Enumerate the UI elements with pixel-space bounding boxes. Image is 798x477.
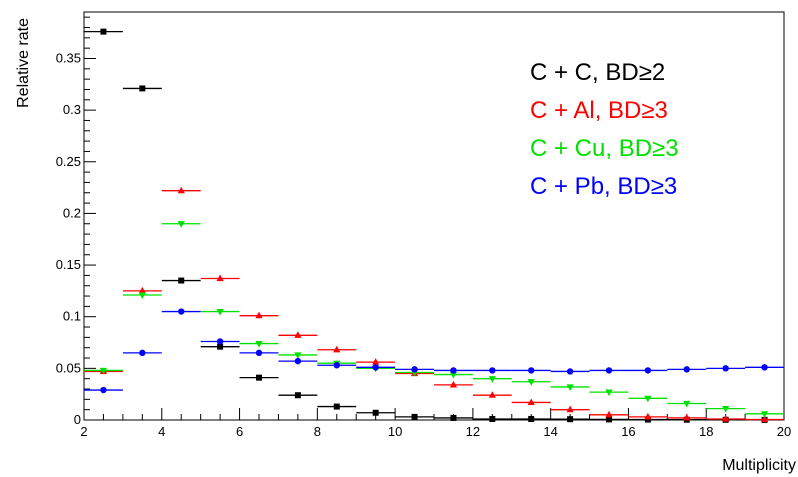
x-tick-label: 10 <box>388 424 402 439</box>
series-3 <box>84 308 784 394</box>
x-axis: 2 4 6 8 10 12 14 16 18 20 <box>80 408 791 439</box>
data-point <box>644 395 652 403</box>
series-2 <box>84 221 784 418</box>
data-point <box>255 349 263 357</box>
data-point <box>177 186 185 194</box>
data-point <box>100 386 107 394</box>
data-point <box>138 292 146 300</box>
legend: C + C, BD≥2 C + Al, BD≥3 C + Cu, BD≥3 C + P… <box>530 59 679 200</box>
series-layer <box>84 28 784 423</box>
x-tick-label: 16 <box>621 424 635 439</box>
data-point <box>527 398 535 406</box>
x-tick-label: 2 <box>80 424 87 439</box>
data-point <box>761 364 768 371</box>
data-point <box>256 374 262 381</box>
legend-entry: C + Al, BD≥3 <box>530 97 668 124</box>
data-point <box>488 376 496 383</box>
y-tick-label: 0.1 <box>63 309 81 324</box>
x-tick-label: 4 <box>158 424 165 439</box>
data-point <box>99 367 108 375</box>
x-tick-label: 14 <box>543 424 557 439</box>
data-point <box>411 413 418 420</box>
data-point <box>488 391 496 398</box>
x-tick-label: 18 <box>699 424 713 439</box>
x-tick-label: 8 <box>314 424 321 439</box>
data-point <box>449 371 458 379</box>
data-point <box>294 331 302 338</box>
data-point <box>489 415 496 422</box>
y-tick-label: 0.2 <box>63 205 81 220</box>
legend-entry: C + Cu, BD≥3 <box>530 135 679 162</box>
data-point <box>217 343 224 350</box>
data-point <box>566 405 574 413</box>
data-point <box>450 414 457 421</box>
data-point <box>644 416 651 423</box>
data-point <box>489 367 496 374</box>
x-axis-title: Multiplicity <box>722 457 796 474</box>
data-point <box>178 277 185 284</box>
data-point <box>294 357 302 365</box>
data-point <box>528 367 535 374</box>
series-1 <box>84 186 784 423</box>
y-tick-label: 0.15 <box>56 257 81 272</box>
data-point <box>567 416 574 423</box>
data-point <box>683 400 691 408</box>
data-point <box>722 406 730 413</box>
y-tick-label: 0.3 <box>63 102 81 117</box>
x-tick-label: 20 <box>777 424 791 439</box>
data-point <box>527 379 535 386</box>
legend-entry: C + Pb, BD≥3 <box>530 173 677 200</box>
y-tick-label: 0.25 <box>56 154 81 169</box>
data-point <box>333 362 340 369</box>
data-point <box>528 415 535 422</box>
data-point <box>683 413 691 421</box>
data-point <box>450 367 457 374</box>
x-tick-label: 6 <box>236 424 243 439</box>
data-point <box>216 338 224 345</box>
plot-frame <box>83 11 785 421</box>
data-point <box>606 416 612 423</box>
data-point <box>449 380 458 388</box>
data-point <box>139 85 146 92</box>
data-point <box>138 286 146 294</box>
data-point <box>605 367 613 374</box>
data-point <box>333 345 341 353</box>
y-tick-label: 0 <box>74 412 81 427</box>
data-point <box>294 352 302 359</box>
legend-entry: C + C, BD≥2 <box>530 59 665 86</box>
y-axis: 0 0.05 0.1 0.15 0.2 0.25 0.3 0.35 <box>56 16 96 427</box>
y-axis-title: Relative rate <box>15 18 32 108</box>
data-point <box>566 384 574 391</box>
data-point <box>255 340 263 348</box>
data-point <box>644 367 652 374</box>
data-point <box>411 366 418 373</box>
data-point <box>139 349 146 357</box>
data-point <box>760 415 769 423</box>
data-point <box>605 389 613 397</box>
data-point <box>294 392 301 399</box>
y-tick-label: 0.35 <box>56 50 81 65</box>
series-0 <box>84 28 784 423</box>
data-point <box>372 364 379 371</box>
data-point <box>177 221 185 228</box>
data-point <box>722 365 729 372</box>
x-tick-label: 12 <box>466 424 480 439</box>
data-point <box>216 274 224 282</box>
data-point <box>100 28 107 35</box>
data-point <box>566 368 574 375</box>
data-point <box>372 409 379 416</box>
data-point <box>333 403 340 410</box>
data-point <box>216 308 224 316</box>
data-point <box>372 358 380 365</box>
data-point <box>178 308 185 315</box>
data-point <box>644 412 652 420</box>
data-point <box>683 366 690 373</box>
data-point <box>255 311 263 319</box>
data-point <box>760 411 769 418</box>
y-tick-label: 0.05 <box>56 360 81 375</box>
data-point <box>722 414 730 422</box>
data-point <box>605 410 613 418</box>
